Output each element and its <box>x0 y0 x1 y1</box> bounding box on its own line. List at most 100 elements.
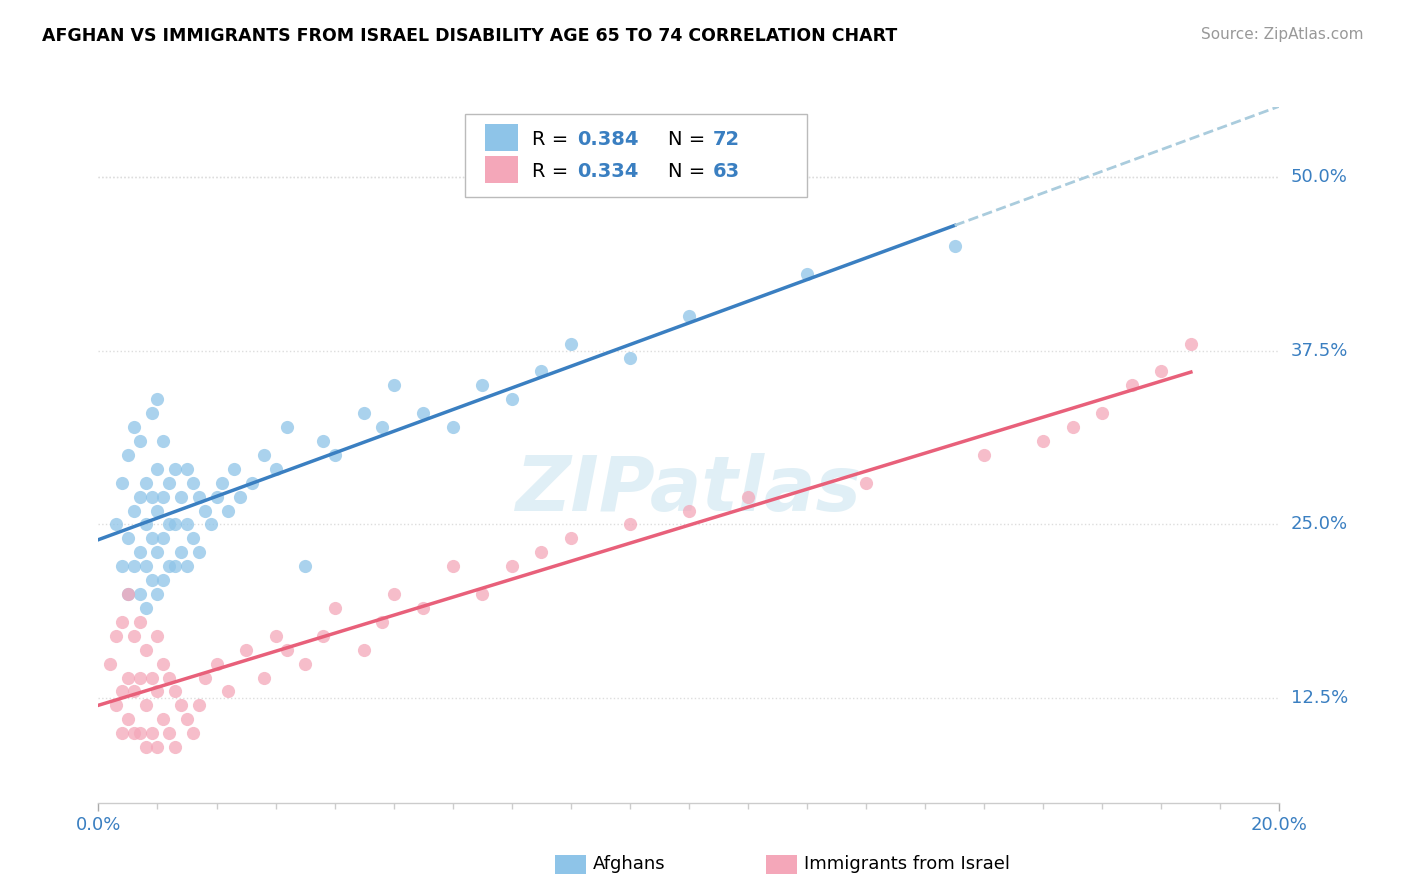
Point <box>117 448 139 462</box>
Point <box>135 559 157 574</box>
Text: N =: N = <box>668 130 711 149</box>
Point <box>678 309 700 323</box>
Point <box>105 698 128 713</box>
Point <box>973 448 995 462</box>
Text: ZIPatlas: ZIPatlas <box>516 453 862 526</box>
Point <box>128 726 150 740</box>
Point <box>194 503 217 517</box>
Point <box>276 420 298 434</box>
Point <box>135 740 157 755</box>
Point <box>141 406 163 420</box>
Point <box>165 559 187 574</box>
Point <box>111 684 134 698</box>
FancyBboxPatch shape <box>464 114 807 197</box>
Point <box>176 462 198 476</box>
Point <box>1091 406 1114 420</box>
Point <box>211 475 233 490</box>
Point <box>264 629 287 643</box>
Point <box>105 517 128 532</box>
Point <box>501 392 523 407</box>
Point <box>135 642 157 657</box>
Point <box>176 559 198 574</box>
Point <box>157 517 180 532</box>
Point <box>501 559 523 574</box>
Point <box>1032 434 1054 448</box>
Text: AFGHAN VS IMMIGRANTS FROM ISRAEL DISABILITY AGE 65 TO 74 CORRELATION CHART: AFGHAN VS IMMIGRANTS FROM ISRAEL DISABIL… <box>42 27 897 45</box>
Point <box>135 698 157 713</box>
Text: 50.0%: 50.0% <box>1291 168 1347 186</box>
Point <box>187 545 209 559</box>
Point <box>157 726 180 740</box>
Text: Afghans: Afghans <box>593 855 666 873</box>
Point <box>353 406 375 420</box>
Text: 37.5%: 37.5% <box>1291 342 1348 359</box>
Point <box>560 336 582 351</box>
Point <box>122 503 145 517</box>
Point <box>412 601 434 615</box>
Text: R =: R = <box>531 130 575 149</box>
Point <box>141 490 163 504</box>
Point <box>111 475 134 490</box>
Point <box>1150 364 1173 378</box>
Text: Immigrants from Israel: Immigrants from Israel <box>804 855 1011 873</box>
Point <box>1062 420 1084 434</box>
Point <box>152 573 174 587</box>
Point <box>253 671 276 685</box>
Point <box>111 615 134 629</box>
Point <box>146 462 169 476</box>
Point <box>294 657 316 671</box>
Point <box>105 629 128 643</box>
Point <box>146 629 169 643</box>
Point <box>170 698 193 713</box>
Point <box>224 462 246 476</box>
Point <box>229 490 252 504</box>
Point <box>128 490 150 504</box>
Point <box>217 684 239 698</box>
Point <box>117 587 139 601</box>
Point <box>441 420 464 434</box>
Point <box>98 657 121 671</box>
Point <box>117 587 139 601</box>
Point <box>157 559 180 574</box>
Point <box>181 532 204 546</box>
Text: Source: ZipAtlas.com: Source: ZipAtlas.com <box>1201 27 1364 42</box>
Point <box>187 490 209 504</box>
Point <box>181 475 204 490</box>
Point <box>117 671 139 685</box>
Point <box>943 239 966 253</box>
Point <box>471 587 494 601</box>
Point <box>235 642 257 657</box>
Point <box>412 406 434 420</box>
Text: 25.0%: 25.0% <box>1291 516 1348 533</box>
Point <box>170 490 193 504</box>
Point <box>146 392 169 407</box>
Point <box>152 532 174 546</box>
Point <box>240 475 263 490</box>
Point <box>146 587 169 601</box>
Point <box>1121 378 1143 392</box>
Point <box>157 475 180 490</box>
Point <box>122 420 145 434</box>
Point <box>619 517 641 532</box>
Point <box>141 671 163 685</box>
Point <box>796 267 818 281</box>
Point <box>205 657 228 671</box>
Point <box>146 740 169 755</box>
Point <box>128 587 150 601</box>
Text: 63: 63 <box>713 162 740 181</box>
Point <box>141 573 163 587</box>
Point <box>128 671 150 685</box>
Point <box>200 517 222 532</box>
Point <box>471 378 494 392</box>
Point <box>441 559 464 574</box>
Point <box>217 503 239 517</box>
Point <box>371 615 394 629</box>
Point <box>560 532 582 546</box>
Text: 0.384: 0.384 <box>576 130 638 149</box>
Point <box>176 712 198 726</box>
Point <box>323 601 346 615</box>
Point <box>312 629 335 643</box>
Point <box>530 364 553 378</box>
Point <box>117 712 139 726</box>
Point <box>181 726 204 740</box>
